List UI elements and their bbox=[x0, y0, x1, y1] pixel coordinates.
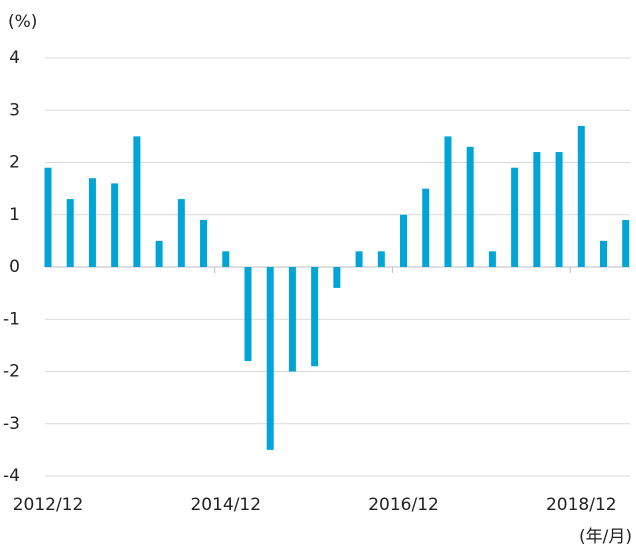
bar bbox=[355, 251, 363, 267]
x-tick-label: 2014/12 bbox=[190, 495, 261, 515]
bar bbox=[200, 219, 208, 267]
y-tick-label: 4 bbox=[9, 48, 20, 68]
y-tick-label: 2 bbox=[9, 153, 20, 173]
bar bbox=[244, 267, 252, 362]
bar bbox=[288, 267, 296, 372]
bar bbox=[155, 240, 163, 267]
bar bbox=[44, 167, 52, 267]
y-tick-label: -3 bbox=[3, 414, 20, 434]
bar bbox=[66, 199, 74, 267]
bar bbox=[422, 188, 430, 267]
bar bbox=[222, 251, 230, 267]
bar bbox=[111, 183, 119, 267]
bar bbox=[488, 251, 496, 267]
y-tick-label: -4 bbox=[3, 466, 20, 486]
bar bbox=[333, 267, 341, 288]
bar bbox=[622, 219, 630, 267]
x-tick-label: 2016/12 bbox=[368, 495, 439, 515]
bar bbox=[377, 251, 385, 267]
bar bbox=[177, 199, 185, 267]
y-tick-label: 0 bbox=[9, 257, 20, 277]
bar bbox=[555, 152, 563, 267]
bar bbox=[577, 125, 585, 267]
y-tick-label: -2 bbox=[3, 362, 20, 382]
bar bbox=[511, 167, 519, 267]
bar bbox=[133, 136, 141, 267]
bar bbox=[88, 178, 96, 267]
bar bbox=[444, 136, 452, 267]
x-axis-label: (年/月) bbox=[579, 527, 632, 546]
x-tick-label: 2018/12 bbox=[546, 495, 617, 515]
bar bbox=[400, 214, 408, 267]
y-tick-label: 3 bbox=[9, 100, 20, 120]
y-tick-label: 1 bbox=[9, 205, 20, 225]
x-tick-label: 2012/12 bbox=[13, 495, 84, 515]
bar bbox=[311, 267, 319, 367]
bar bbox=[466, 146, 474, 267]
y-axis-label: (%) bbox=[8, 12, 37, 32]
bar bbox=[600, 240, 607, 267]
bar bbox=[533, 152, 541, 267]
bar bbox=[266, 267, 274, 450]
y-tick-label: -1 bbox=[3, 309, 20, 329]
